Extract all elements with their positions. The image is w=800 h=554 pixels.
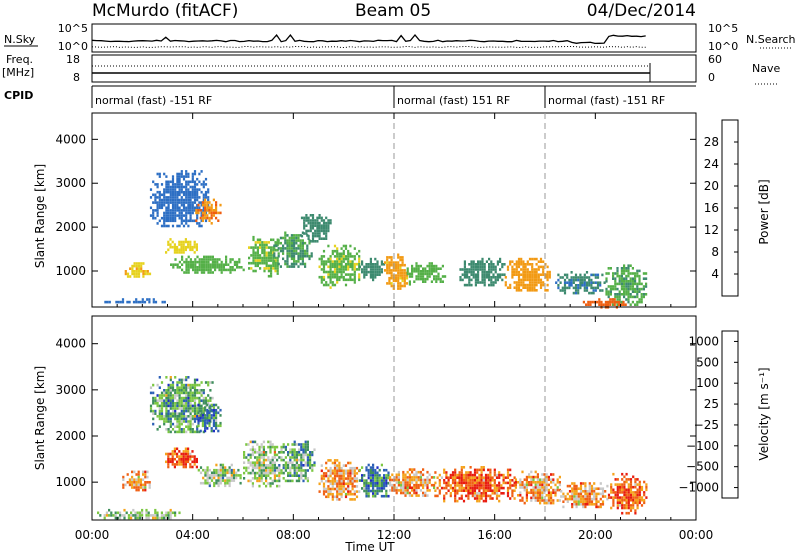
noise-right-tick-bottom: 10^0 [708, 40, 738, 53]
data-region-11 [434, 466, 516, 503]
data-region-2 [197, 403, 222, 433]
freq-tick-bottom: 8 [73, 71, 80, 84]
noise-panel: N.Sky 10^5 10^0 10^5 10^0 N.Search [4, 22, 796, 53]
power-colorbar-label: Power [dB] [757, 179, 771, 244]
data-region-10 [318, 244, 361, 289]
cpid-segment-2: normal (fast) 151 RF [397, 94, 510, 107]
y-tick-label: 3000 [55, 176, 86, 190]
y-tick-label: 1000 [55, 475, 86, 489]
data-region-13 [406, 262, 447, 286]
nave-label: Nave [752, 62, 780, 75]
data-region-14 [607, 472, 648, 515]
x-tick-label: 16:00 [477, 528, 512, 542]
y-tick-label: 4000 [55, 337, 86, 351]
x-tick-label: 20:00 [578, 528, 613, 542]
colorbar-tick-label: 24 [704, 157, 719, 171]
noise-left-tick-bottom: 10^0 [58, 40, 88, 53]
data-region-6 [243, 440, 285, 488]
data-region-8 [273, 231, 313, 268]
power-ylabel: Slant Range [km] [33, 164, 47, 268]
y-tick-label: 1000 [55, 264, 86, 278]
data-region-16 [555, 271, 606, 295]
power-panel: 1000 2000 3000 4000 Slant Range [km] 4 8 12 16… [33, 112, 771, 309]
noise-sky-line [91, 33, 646, 45]
velocity-colorbar-label: Velocity [m s⁻¹] [757, 367, 771, 460]
data-region-3 [122, 470, 151, 492]
data-region-14 [459, 257, 506, 287]
colorbar-tick-label: 1000 [688, 334, 719, 348]
data-region-5 [165, 238, 198, 254]
colorbar-tick-label: 8 [711, 245, 719, 259]
colorbar-tick-label: 4 [711, 267, 719, 281]
x-tick-label: 00:00 [679, 528, 714, 542]
colorbar-tick-label: 100 [696, 376, 719, 390]
velocity-panel: 00:00 04:00 08:00 12:00 16:00 20:00 00:00 1000 2… [33, 315, 771, 542]
data-region-12 [514, 470, 561, 505]
data-region-7 [248, 235, 279, 278]
data-region-12 [383, 253, 409, 290]
cpid-segment-1: normal (fast) -151 RF [95, 94, 212, 107]
data-region-8 [318, 459, 361, 501]
cpid-row: CPID normal (fast) -151 RF normal (fast) … [4, 85, 696, 108]
data-region-9 [300, 214, 332, 243]
y-tick-label: 3000 [55, 383, 86, 397]
data-region-5 [197, 463, 242, 488]
y-tick-label: 4000 [55, 132, 86, 146]
station-title: McMurdo (fitACF) [92, 1, 238, 21]
nave-tick-bottom: 0 [708, 71, 715, 84]
x-tick-label: 00:00 [75, 528, 110, 542]
time-axis-label: Time UT [344, 540, 395, 554]
x-tick-label: 12:00 [377, 528, 412, 542]
data-region-1 [149, 376, 214, 434]
cpid-segment-3: normal (fast) -151 RF [548, 94, 665, 107]
colorbar-tick-label: −25 [694, 418, 719, 432]
velocity-ylabel: Slant Range [km] [33, 366, 47, 470]
colorbar-tick-label: 28 [704, 135, 719, 149]
freq-tick-top: 18 [66, 53, 80, 66]
y-tick-label: 2000 [55, 220, 86, 234]
data-region-4 [165, 447, 198, 469]
data-region-15 [97, 508, 181, 520]
x-tick-label: 08:00 [276, 528, 311, 542]
nsearch-label: N.Search [746, 33, 796, 46]
colorbar-tick-label: 25 [704, 397, 719, 411]
nave-tick-top: 60 [708, 53, 722, 66]
colorbar-tick-label: 12 [704, 223, 719, 237]
data-region-15 [504, 257, 551, 292]
y-tick-label: 2000 [55, 429, 86, 443]
data-region-10 [389, 468, 436, 497]
colorbar-tick-label: 20 [704, 179, 719, 193]
data-region-6 [170, 255, 245, 274]
data-region-13 [560, 482, 609, 509]
x-tick-label: 04:00 [175, 528, 210, 542]
colorbar-tick-label: 16 [704, 201, 719, 215]
noise-left-tick-top: 10^5 [58, 22, 88, 35]
data-region-7 [278, 440, 316, 483]
data-region-1 [104, 298, 166, 304]
cpid-label: CPID [4, 89, 33, 102]
data-region-2 [124, 262, 152, 278]
noise-right-tick-top: 10^5 [708, 22, 738, 35]
data-region-9 [358, 463, 390, 498]
data-region-17 [605, 264, 648, 306]
colorbar-tick-label: −100 [686, 439, 719, 453]
colorbar-tick-label: 500 [696, 355, 719, 369]
colorbar-tick-label: −1000 [678, 481, 719, 495]
frequency-panel: Freq. [MHz] 18 8 60 0 Nave [2, 53, 780, 85]
data-region-4 [195, 198, 222, 225]
data-region-3 [149, 170, 210, 228]
freq-unit-label: [MHz] [2, 66, 34, 79]
freq-label: Freq. [6, 53, 33, 66]
colorbar-tick-label: −500 [686, 460, 719, 474]
nsky-label: N.Sky [4, 33, 36, 46]
date-title: 04/Dec/2014 [587, 1, 696, 21]
beam-title: Beam 05 [355, 1, 431, 21]
data-region-11 [358, 257, 386, 282]
noise-search-line [91, 45, 646, 49]
